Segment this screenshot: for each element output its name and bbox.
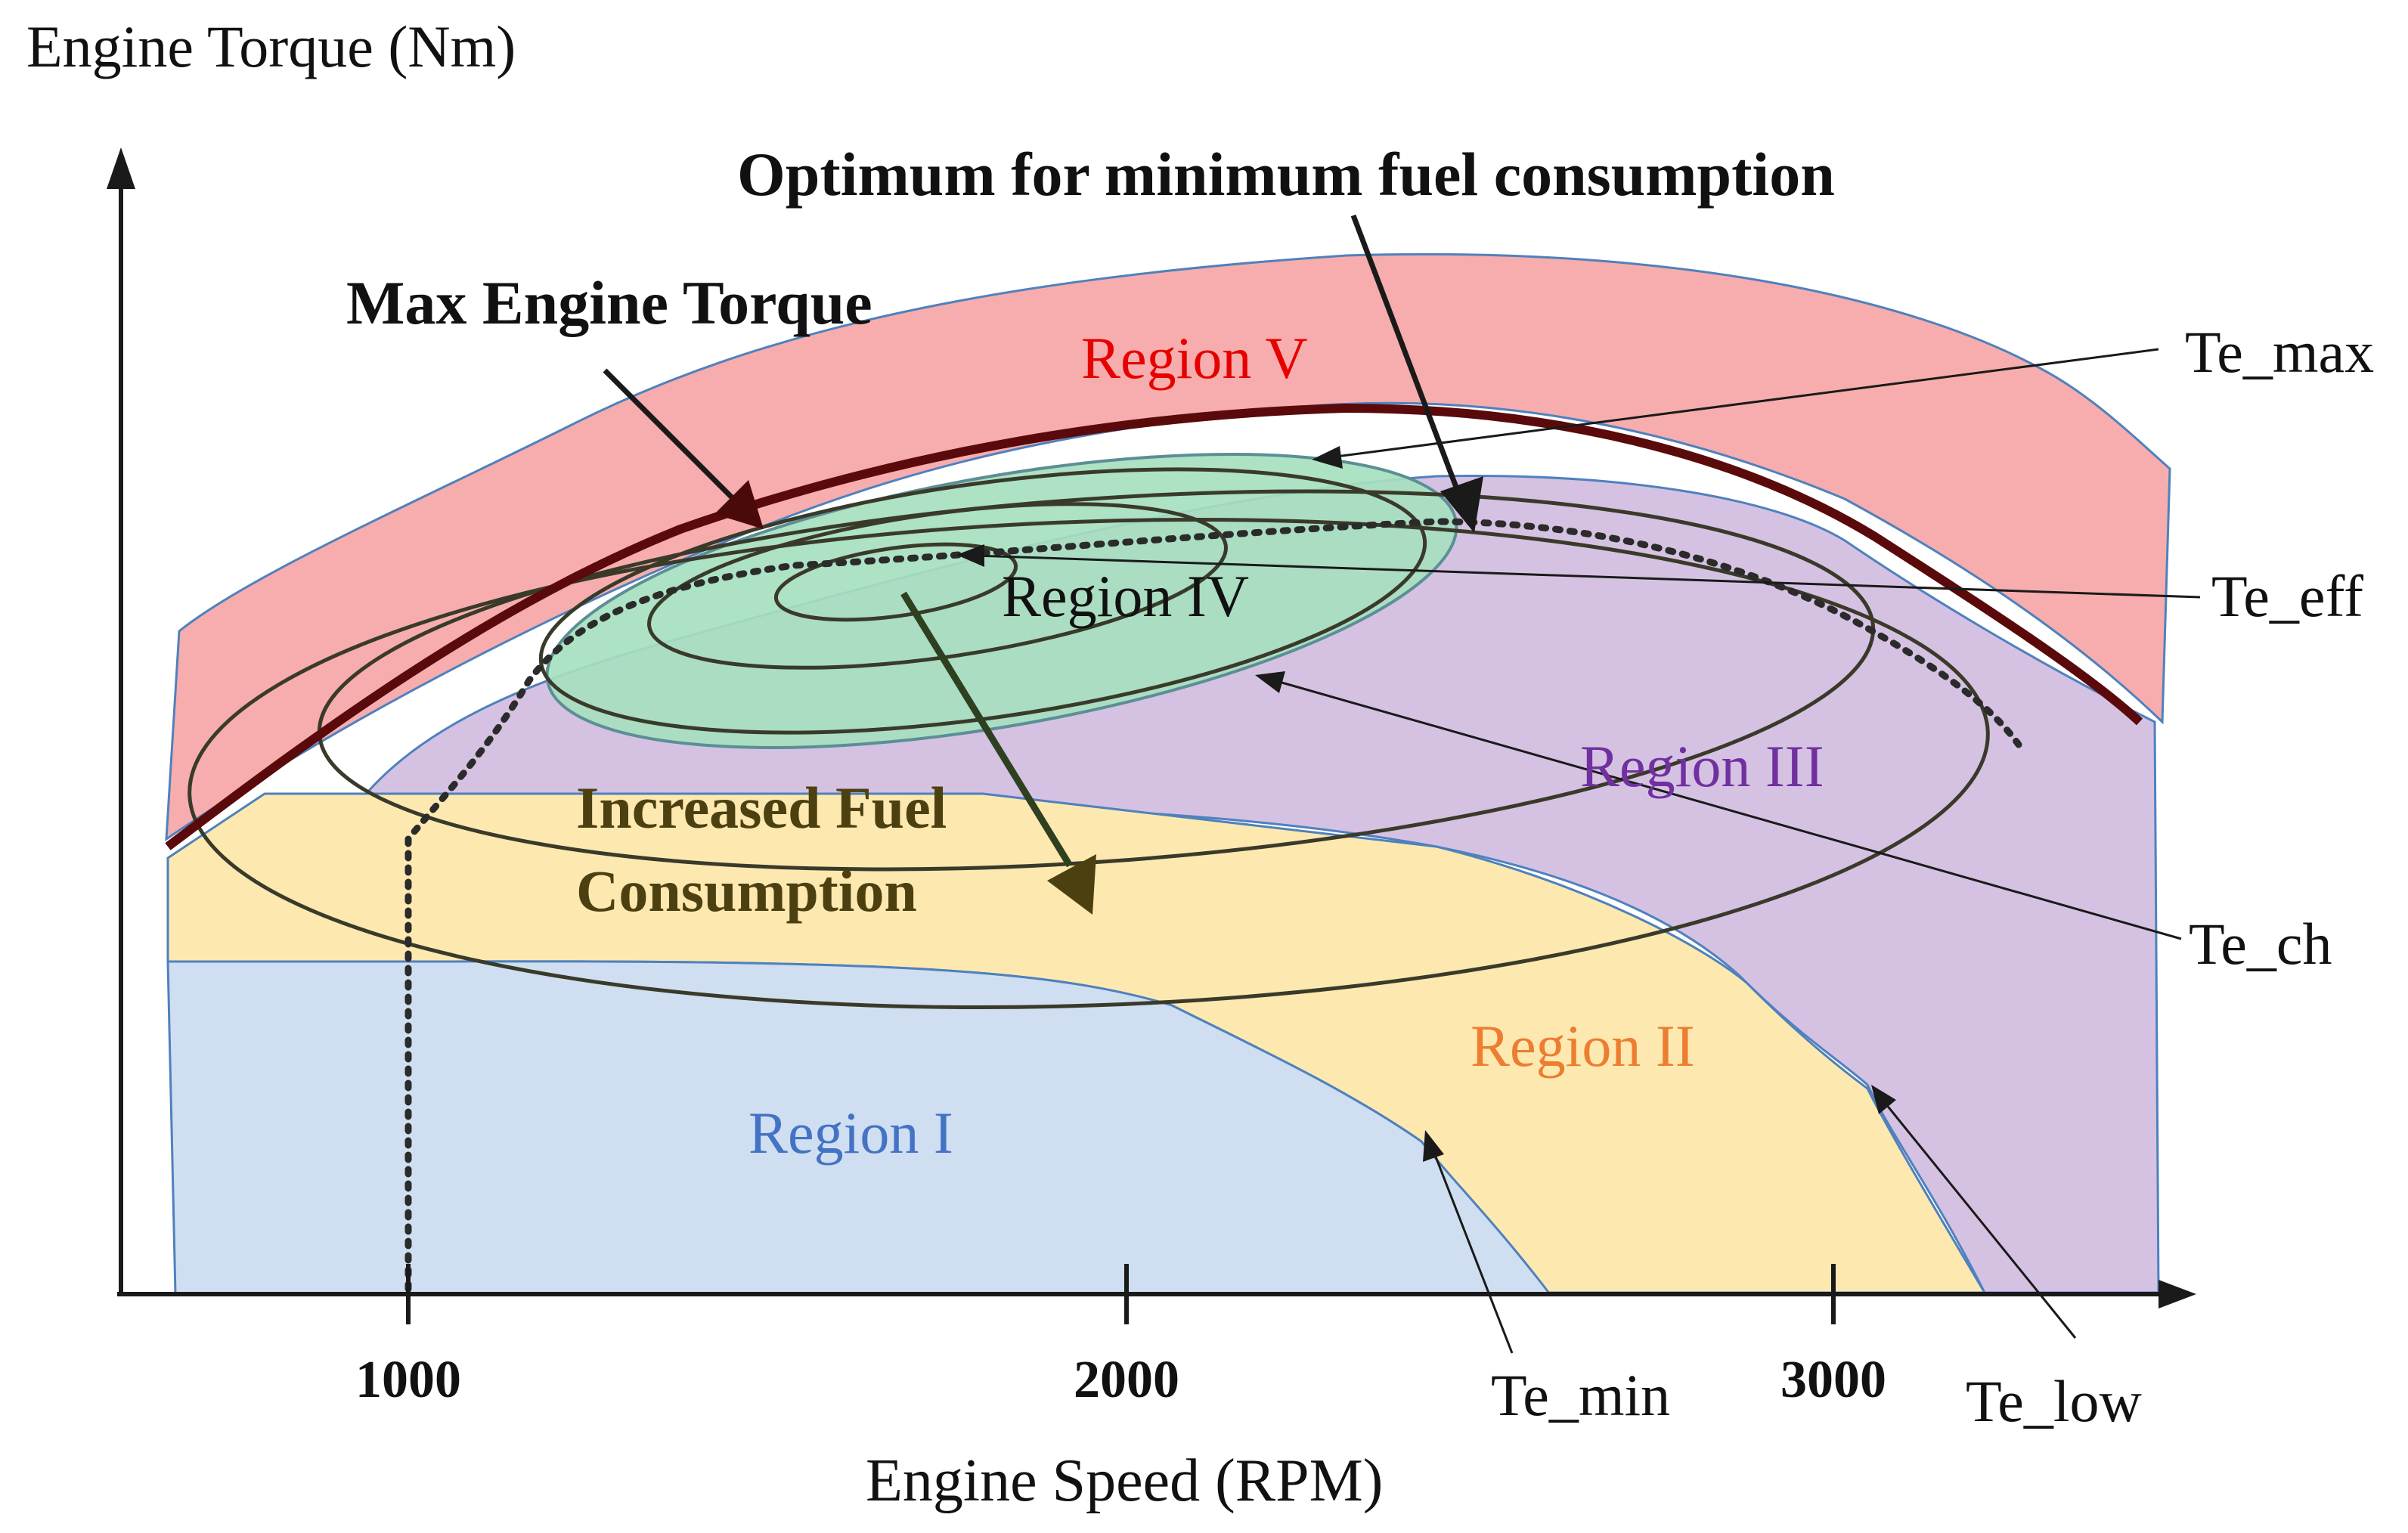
te-ch-leader [1273, 679, 2182, 940]
contour-ring-1 [773, 542, 1018, 622]
te-eff-leader [975, 554, 2201, 599]
efficiency-contours [187, 467, 1990, 1009]
contour-ring-3 [538, 467, 1427, 735]
x-tick-label-2000: 2000 [1074, 1351, 1179, 1409]
te-low-label: Te_low [1966, 1368, 2142, 1434]
te-min-label: Te_min [1491, 1362, 1670, 1428]
optimum-label: Optimum for minimum fuel consumption [737, 140, 1835, 209]
optimum-arrowhead [1440, 476, 1483, 533]
increased-fuel-arrow [900, 591, 1073, 868]
contour-ring-5 [187, 518, 1990, 1009]
region-2-label: Region II [1471, 1013, 1695, 1079]
te-eff-label: Te_eff [2211, 563, 2363, 629]
region-5-area [165, 252, 2171, 841]
increased-fuel-arrowhead [1047, 854, 1096, 915]
optimum-fuel-line [404, 518, 2022, 1293]
te-low-leader [1881, 1099, 2077, 1339]
te-min-arrowhead [1423, 1130, 1444, 1162]
region-4-label: Region IV [1002, 563, 1249, 629]
optimum-arrow [1350, 214, 1462, 497]
max-torque-label: Max Engine Torque [346, 268, 872, 337]
x-axis-label: Engine Speed (RPM) [866, 1448, 1383, 1514]
annotation-arrows [603, 214, 2201, 1354]
region-1-area [166, 960, 1553, 1296]
te-min-leader [1431, 1148, 1514, 1354]
region-5-label: Region V [1081, 325, 1308, 391]
increased-fuel-label-line2: Consumption [576, 858, 917, 924]
region-1-label: Region I [748, 1100, 953, 1166]
max-torque-arrowhead [714, 480, 764, 529]
max-torque-curve [165, 403, 2143, 850]
x-tick-label-3000: 3000 [1780, 1351, 1886, 1409]
te-ch-label: Te_ch [2189, 911, 2332, 977]
y-axis-arrow [107, 147, 135, 189]
x-tick-label-1000: 1000 [355, 1351, 461, 1409]
region-3-label: Region III [1580, 733, 1824, 799]
te-max-arrowhead [1312, 446, 1343, 469]
x-axis-arrow [2159, 1280, 2196, 1308]
axes [107, 147, 2196, 1324]
te-eff-arrowhead [956, 544, 984, 567]
y-axis-label: Engine Torque (Nm) [26, 14, 516, 79]
te-max-label: Te_max [2185, 319, 2374, 385]
te-low-arrowhead [1871, 1085, 1896, 1114]
increased-fuel-label-line1: Increased Fuel [576, 775, 947, 841]
max-torque-arrow [603, 368, 739, 505]
te-ch-arrowhead [1255, 671, 1285, 693]
te-max-leader [1330, 348, 2159, 459]
